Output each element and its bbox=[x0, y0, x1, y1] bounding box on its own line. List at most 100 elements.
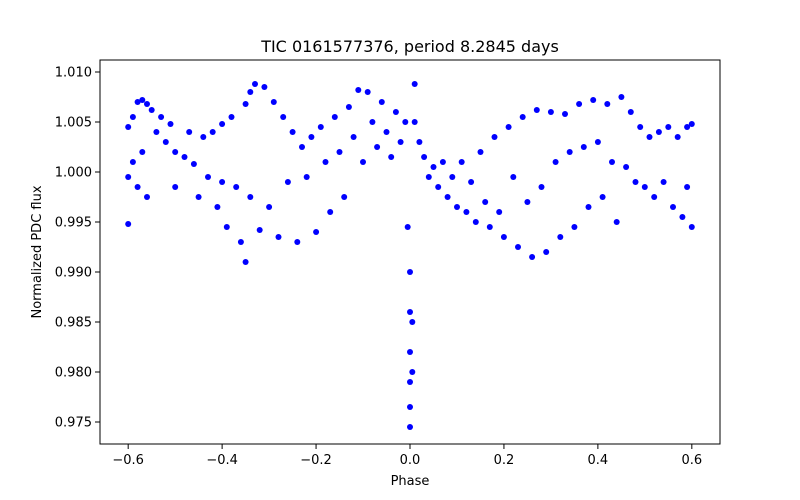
data-point bbox=[404, 224, 411, 230]
data-point bbox=[407, 269, 413, 275]
data-point bbox=[125, 221, 132, 227]
data-point bbox=[651, 194, 658, 200]
x-axis-title: Phase bbox=[391, 474, 430, 489]
data-point bbox=[623, 164, 630, 170]
y-tick-label: 0.980 bbox=[55, 366, 92, 381]
data-point bbox=[646, 134, 653, 140]
data-point bbox=[524, 199, 531, 205]
data-point bbox=[407, 379, 413, 385]
data-point bbox=[270, 99, 277, 105]
data-point bbox=[421, 154, 428, 160]
data-point bbox=[219, 179, 226, 185]
data-point bbox=[463, 209, 470, 215]
data-point bbox=[562, 111, 568, 117]
data-point bbox=[162, 139, 169, 145]
data-point bbox=[407, 404, 413, 410]
data-point bbox=[167, 121, 174, 127]
x-tick-label: 0.6 bbox=[681, 453, 702, 468]
data-point bbox=[590, 97, 597, 103]
data-point bbox=[637, 124, 644, 130]
data-point bbox=[289, 129, 296, 135]
data-point bbox=[129, 159, 136, 165]
x-tick-label: 0.0 bbox=[400, 453, 421, 468]
data-point bbox=[214, 204, 221, 210]
data-point bbox=[576, 101, 583, 107]
data-point bbox=[200, 134, 207, 140]
data-point bbox=[237, 239, 244, 245]
data-point bbox=[247, 194, 254, 200]
data-point bbox=[402, 119, 409, 125]
x-tick-label: −0.6 bbox=[112, 453, 144, 468]
data-point bbox=[280, 114, 287, 120]
data-point bbox=[374, 144, 381, 150]
data-point bbox=[674, 134, 681, 140]
data-point bbox=[144, 194, 150, 200]
data-point bbox=[519, 114, 526, 120]
data-point bbox=[247, 89, 254, 95]
data-point bbox=[129, 114, 136, 120]
data-point bbox=[313, 229, 320, 235]
data-points bbox=[125, 81, 695, 430]
data-point bbox=[627, 109, 634, 115]
x-tick-label: −0.2 bbox=[300, 453, 332, 468]
y-axis-title: Normalized PDC flux bbox=[30, 185, 45, 318]
data-point bbox=[388, 154, 395, 160]
y-axis: 0.975 0.980 0.985 0.990 0.995 1.000 1.005 1.010 bbox=[55, 66, 100, 431]
data-point bbox=[515, 244, 521, 250]
data-point bbox=[407, 349, 413, 355]
x-tick-label: 0.2 bbox=[494, 453, 515, 468]
data-point bbox=[613, 219, 620, 225]
data-point bbox=[341, 194, 348, 200]
data-point bbox=[435, 184, 442, 190]
data-point bbox=[139, 97, 146, 103]
data-point bbox=[172, 184, 179, 190]
data-point bbox=[538, 184, 545, 190]
data-point bbox=[458, 159, 465, 165]
data-point bbox=[505, 124, 512, 130]
data-point bbox=[409, 319, 416, 325]
data-point bbox=[256, 227, 263, 233]
y-tick-label: 0.995 bbox=[55, 216, 92, 231]
data-point bbox=[585, 204, 592, 210]
data-point bbox=[294, 239, 301, 245]
y-tick-label: 1.005 bbox=[55, 116, 92, 131]
data-point bbox=[275, 234, 282, 240]
data-point bbox=[529, 254, 536, 260]
data-point bbox=[327, 209, 334, 215]
data-point bbox=[153, 129, 160, 135]
data-point bbox=[261, 84, 268, 90]
data-point bbox=[369, 119, 376, 125]
data-point bbox=[181, 154, 188, 160]
data-point bbox=[299, 144, 305, 150]
data-point bbox=[383, 129, 390, 135]
data-point bbox=[665, 124, 672, 130]
data-point bbox=[317, 124, 324, 130]
data-point bbox=[632, 179, 639, 185]
data-point bbox=[125, 124, 132, 130]
data-point bbox=[355, 87, 362, 93]
data-point bbox=[308, 134, 315, 140]
data-point bbox=[397, 139, 404, 145]
data-point bbox=[660, 179, 667, 185]
data-point bbox=[444, 194, 451, 200]
data-point bbox=[195, 194, 202, 200]
data-point bbox=[223, 224, 230, 230]
data-point bbox=[580, 144, 587, 150]
data-point bbox=[430, 164, 437, 170]
data-point bbox=[486, 224, 493, 230]
data-point bbox=[425, 174, 432, 180]
y-tick-label: 1.000 bbox=[55, 166, 92, 181]
data-point bbox=[604, 101, 611, 107]
x-axis: −0.6 −0.4 −0.2 0.0 0.2 0.4 0.6 bbox=[112, 444, 702, 468]
data-point bbox=[233, 184, 240, 190]
data-point bbox=[242, 101, 249, 107]
data-point bbox=[416, 139, 423, 145]
data-point bbox=[472, 219, 479, 225]
data-point bbox=[468, 179, 475, 185]
data-point bbox=[139, 149, 146, 155]
data-point bbox=[684, 124, 691, 130]
data-point bbox=[477, 149, 484, 155]
data-point bbox=[242, 259, 249, 265]
data-point bbox=[284, 179, 291, 185]
data-point bbox=[172, 149, 179, 155]
